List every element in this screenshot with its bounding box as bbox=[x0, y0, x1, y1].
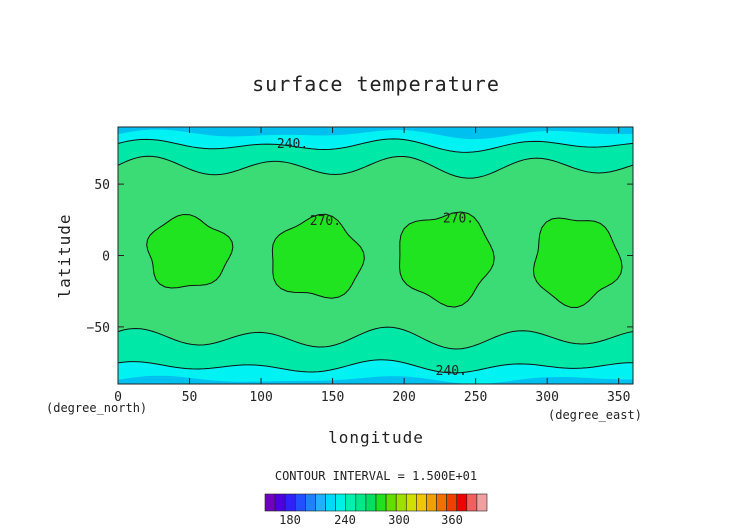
contour-interval-label: CONTOUR INTERVAL = 1.500E+01 bbox=[275, 469, 477, 483]
x-tick-label: 300 bbox=[535, 390, 558, 405]
colorbar-swatch bbox=[416, 493, 427, 512]
colorbar-swatch bbox=[446, 493, 458, 512]
contour-label: 240. bbox=[277, 137, 308, 152]
chart-title: surface temperature bbox=[252, 72, 500, 96]
colorbar-swatch bbox=[456, 493, 468, 512]
warm-region-4 bbox=[532, 217, 623, 308]
x-tick-label: 200 bbox=[392, 390, 415, 405]
warm-region-1 bbox=[146, 213, 234, 289]
y-axis: −50 0 50 bbox=[87, 178, 633, 336]
band-255-270 bbox=[118, 156, 633, 349]
x-tick-label: 350 bbox=[607, 390, 630, 405]
colorbar-swatch bbox=[385, 493, 397, 512]
band-north-210-225 bbox=[118, 127, 633, 140]
x-axis: 0 50 100 150 200 250 300 350 bbox=[114, 127, 630, 405]
contour-lines bbox=[118, 138, 633, 374]
colorbar-swatch bbox=[264, 493, 276, 512]
x-unit-label: (degree_east) bbox=[548, 408, 642, 422]
warm-region-3 bbox=[399, 211, 495, 308]
colorbar-swatch bbox=[476, 493, 488, 512]
contour-240-south bbox=[118, 359, 633, 374]
contour-255-north bbox=[118, 155, 633, 179]
colorbar-swatch bbox=[305, 493, 316, 512]
colorbar-swatch bbox=[294, 493, 306, 512]
colorbar-tick-label: 180 bbox=[279, 513, 301, 527]
x-tick-label: 0 bbox=[114, 390, 122, 405]
colorbar-swatch bbox=[436, 493, 447, 512]
colorbar-swatch bbox=[284, 493, 296, 512]
colorbar-swatch bbox=[365, 493, 377, 512]
contour-label: 270. bbox=[443, 211, 474, 226]
x-tick-label: 150 bbox=[321, 390, 344, 405]
y-tick-label: 0 bbox=[102, 250, 110, 265]
band-south-225-240 bbox=[118, 359, 633, 384]
colorbar-tick-label: 360 bbox=[441, 513, 463, 527]
colorbar-tick-label: 240 bbox=[334, 513, 356, 527]
colorbar-swatch bbox=[325, 493, 336, 512]
y-tick-label: −50 bbox=[87, 321, 110, 336]
y-unit-label: (degree_north) bbox=[46, 401, 147, 415]
contour-240-north bbox=[118, 138, 633, 153]
plot-area: 240. 240. 270. 270. bbox=[117, 126, 634, 385]
colorbar-swatch bbox=[345, 493, 357, 512]
band-south-210-225 bbox=[118, 375, 633, 384]
y-axis-title: latitude bbox=[55, 213, 74, 298]
warm-region-2 bbox=[271, 213, 365, 299]
contour-label: 270. bbox=[310, 214, 341, 229]
x-tick-label: 50 bbox=[182, 390, 198, 405]
colorbar: 180 240 300 360 bbox=[264, 493, 488, 527]
x-axis-title: longitude bbox=[328, 428, 424, 447]
colorbar-swatch bbox=[274, 493, 286, 512]
x-tick-label: 100 bbox=[249, 390, 272, 405]
colorbar-swatch bbox=[315, 493, 326, 512]
colorbar-swatch bbox=[395, 493, 407, 512]
x-tick-label: 250 bbox=[464, 390, 487, 405]
contour-255-south bbox=[118, 326, 633, 350]
contour-fills bbox=[118, 127, 633, 384]
colorbar-swatch bbox=[335, 493, 347, 512]
contour-labels: 240. 240. 270. 270. bbox=[277, 137, 474, 379]
contour-label: 240. bbox=[436, 364, 467, 379]
y-tick-label: 50 bbox=[94, 178, 110, 193]
colorbar-tick-label: 300 bbox=[388, 513, 410, 527]
colorbar-swatch bbox=[355, 493, 367, 512]
colorbar-swatch bbox=[466, 493, 478, 512]
colorbar-swatch bbox=[375, 493, 387, 512]
colorbar-swatch bbox=[426, 493, 437, 512]
colorbar-swatch bbox=[405, 493, 417, 512]
